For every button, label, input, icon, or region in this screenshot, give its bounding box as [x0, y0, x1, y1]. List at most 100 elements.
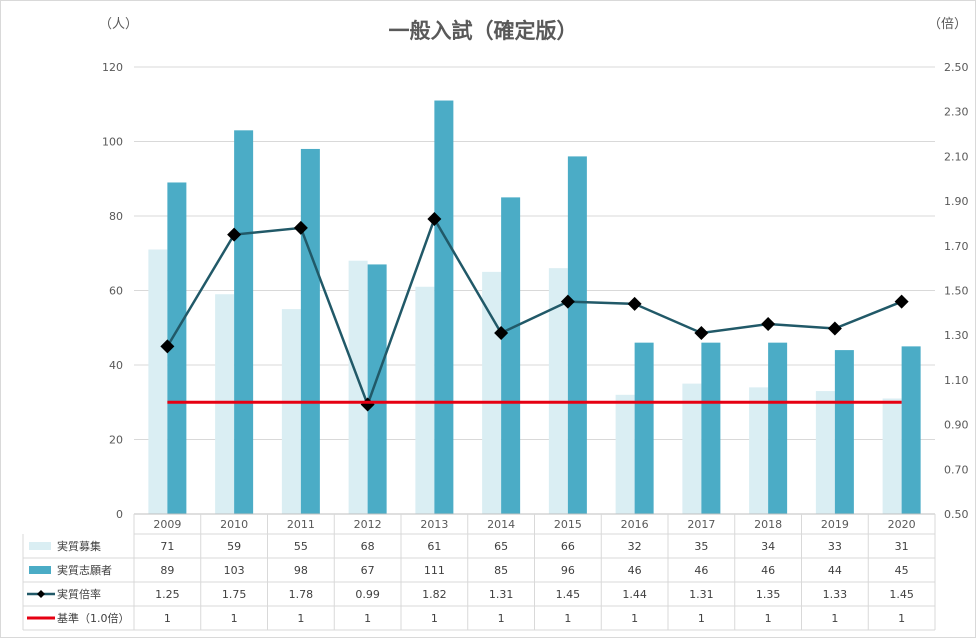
- table-cell: 1.25: [155, 588, 180, 601]
- ratio-marker: [827, 321, 842, 336]
- table-cell: 34: [761, 540, 775, 553]
- category-label: 2014: [487, 518, 515, 531]
- legend-key-bar: [29, 542, 51, 550]
- table-cell: 61: [427, 540, 441, 553]
- legend-label: 基準（1.0倍）: [57, 611, 130, 625]
- right-tick-label: 1.50: [944, 285, 969, 298]
- right-tick-label: 0.70: [944, 463, 969, 476]
- bar-applicants: [768, 342, 788, 514]
- ratio-marker: [427, 211, 442, 226]
- category-label: 2018: [754, 518, 782, 531]
- category-label: 2009: [153, 518, 181, 531]
- table-cell: 66: [561, 540, 575, 553]
- bar-recruit: [548, 268, 568, 514]
- right-tick-label: 1.70: [944, 240, 969, 253]
- bar-recruit: [882, 398, 902, 514]
- table-cell: 0.99: [355, 588, 380, 601]
- table-cell: 46: [628, 564, 642, 577]
- table-cell: 85: [494, 564, 508, 577]
- table-cell: 1: [297, 612, 304, 625]
- table-cell: 32: [628, 540, 642, 553]
- bar-applicants: [300, 148, 320, 514]
- table-cell: 1: [765, 612, 772, 625]
- bar-applicants: [367, 264, 387, 514]
- table-cell: 46: [694, 564, 708, 577]
- table-cell: 96: [561, 564, 575, 577]
- table-cell: 1: [898, 612, 905, 625]
- category-label: 2010: [220, 518, 248, 531]
- bar-applicants: [901, 346, 921, 514]
- table-cell: 68: [361, 540, 375, 553]
- table-cell: 1: [564, 612, 571, 625]
- ratio-series-line: [166, 216, 903, 409]
- bar-applicants: [167, 182, 187, 514]
- legend-label: 実質募集: [57, 539, 101, 553]
- ratio-marker: [894, 294, 909, 309]
- table-cell: 1: [498, 612, 505, 625]
- category-label: 2020: [888, 518, 916, 531]
- table-cell: 1.31: [689, 588, 714, 601]
- bar-applicants: [567, 156, 587, 514]
- category-label: 2017: [687, 518, 715, 531]
- right-tick-label: 2.50: [944, 61, 969, 74]
- bar-recruit: [215, 294, 235, 514]
- table-cell: 35: [694, 540, 708, 553]
- table-cell: 1.31: [489, 588, 514, 601]
- table-cell: 1.75: [222, 588, 247, 601]
- category-label: 2012: [354, 518, 382, 531]
- table-cell: 1.33: [823, 588, 848, 601]
- left-tick-label: 120: [102, 61, 123, 74]
- right-tick-label: 1.10: [944, 374, 969, 387]
- bar-applicants: [834, 350, 854, 514]
- table-cell: 1.44: [622, 588, 647, 601]
- legend-label: 実質志願者: [57, 563, 112, 577]
- ratio-marker: [560, 294, 575, 309]
- bar-applicants: [434, 100, 454, 515]
- table-cell: 103: [224, 564, 245, 577]
- table-cell: 1.45: [889, 588, 914, 601]
- right-tick-label: 2.30: [944, 106, 969, 119]
- category-label: 2013: [420, 518, 448, 531]
- bar-recruit: [415, 286, 435, 514]
- bar-recruit: [148, 249, 168, 514]
- right-tick-label: 0.90: [944, 419, 969, 432]
- ratio-marker: [293, 220, 308, 235]
- ratio-marker: [627, 296, 642, 311]
- table-cell: 89: [160, 564, 174, 577]
- table-cell: 1.82: [422, 588, 447, 601]
- table-cell: 67: [361, 564, 375, 577]
- bar-applicants: [701, 342, 721, 514]
- legend-key-marker: [37, 590, 45, 598]
- table-cell: 1: [831, 612, 838, 625]
- legend-label: 実質倍率: [57, 587, 101, 601]
- left-tick-label: 40: [109, 359, 123, 372]
- ratio-marker: [694, 325, 709, 340]
- table-cell: 1: [631, 612, 638, 625]
- category-label: 2015: [554, 518, 582, 531]
- category-label: 2019: [821, 518, 849, 531]
- bar-recruit: [348, 260, 368, 514]
- bar-recruit: [482, 271, 502, 514]
- right-tick-label: 2.10: [944, 150, 969, 163]
- table-cell: 1: [698, 612, 705, 625]
- bar-recruit: [615, 394, 635, 514]
- bar-applicants: [234, 130, 254, 514]
- bar-recruit: [682, 383, 702, 514]
- table-cell: 45: [895, 564, 909, 577]
- right-axis-unit: （倍）: [928, 17, 967, 32]
- table-cell: 71: [160, 540, 174, 553]
- right-tick-label: 0.50: [944, 508, 969, 521]
- ratio-marker: [227, 227, 242, 242]
- category-label: 2016: [621, 518, 649, 531]
- table-cell: 98: [294, 564, 308, 577]
- category-label: 2011: [287, 518, 315, 531]
- legend-key-bar: [29, 566, 51, 574]
- table-cell: 1: [231, 612, 238, 625]
- ratio-marker: [761, 317, 776, 332]
- table-cell: 1.35: [756, 588, 781, 601]
- right-tick-label: 1.30: [944, 329, 969, 342]
- table-cell: 1: [164, 612, 171, 625]
- chart-title: 一般入試（確定版）: [389, 19, 578, 43]
- left-tick-label: 20: [109, 434, 123, 447]
